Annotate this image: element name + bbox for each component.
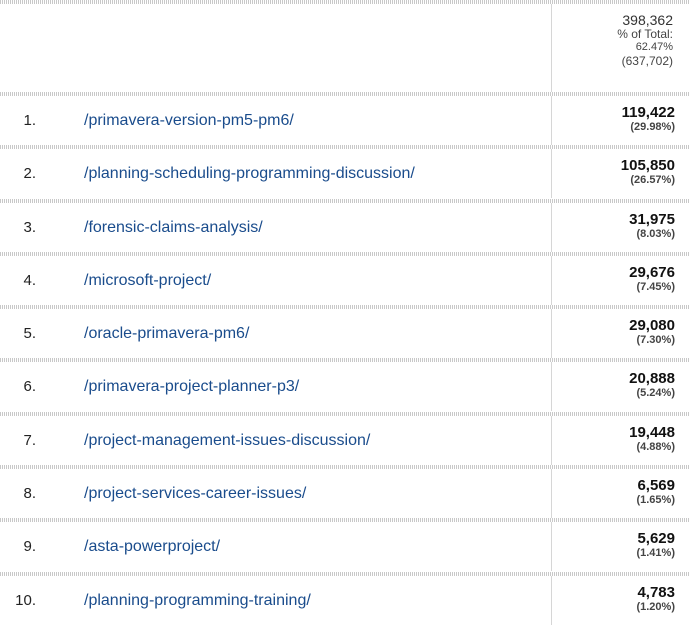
row-divider <box>0 305 689 310</box>
summary-total: 398,362 <box>622 12 673 28</box>
row-index: 7. <box>23 431 36 449</box>
row-percent: (7.45%) <box>636 280 675 293</box>
row-index: 3. <box>23 218 36 236</box>
row-value-cell: 29,080 (7.30%) <box>551 309 689 359</box>
table-row: 4. /microsoft-project/29,676 (7.45%) <box>0 255 689 305</box>
row-divider <box>0 198 689 203</box>
row-index: 6. <box>23 378 36 396</box>
table-row: 6. /primavera-project-planner-p3/20,888 (5… <box>0 362 689 412</box>
row-value: 19,448 <box>629 423 675 441</box>
row-value-cell: 20,888 (5.24%) <box>551 362 689 412</box>
summary-value-cell: 398,362 % of Total: 62.47% (637,702) <box>551 4 689 92</box>
summary-row: 398,362 % of Total: 62.47% (637,702) <box>0 4 689 92</box>
page-link[interactable]: /planning-programming-training/ <box>84 591 311 609</box>
row-percent: (1.41%) <box>636 547 675 560</box>
row-value-cell: 31,975 (8.03%) <box>551 202 689 252</box>
row-percent: (5.24%) <box>636 387 675 400</box>
table-row: 10. /planning-programming-training/4,783(… <box>0 575 689 625</box>
row-value: 6,569 <box>637 477 675 495</box>
row-value: 5,629 <box>637 530 675 548</box>
row-percent: (1.65%) <box>636 494 675 507</box>
row-index: 8. <box>23 485 36 503</box>
row-value: 105,850 <box>620 157 675 175</box>
summary-pct-label: % of Total: <box>617 27 673 41</box>
table-row: 2. /planning-scheduling-programming-discu… <box>0 149 689 199</box>
table-row: 1. /primavera-version-pm5-pm6/119,422 (29.… <box>0 96 689 145</box>
row-percent: (26.57%) <box>630 174 675 187</box>
page-link[interactable]: /project-management-issues-discussion/ <box>84 431 371 449</box>
top-divider <box>0 0 689 4</box>
summary-grand-total: (637,702) <box>621 54 673 68</box>
page-link[interactable]: /asta-powerproject/ <box>84 538 221 556</box>
row-divider <box>0 571 689 576</box>
row-index: 10. <box>15 591 36 609</box>
row-value-cell: 6,569 (1.65%) <box>551 469 689 519</box>
table-row: 3. /forensic-claims-analysis/31,975 (8.03%… <box>0 202 689 252</box>
row-index: 5. <box>23 325 36 343</box>
row-index: 4. <box>23 271 36 289</box>
row-value-cell: 105,850 (26.57%) <box>551 149 689 199</box>
page-link[interactable]: /microsoft-project/ <box>84 271 212 289</box>
row-divider <box>0 518 689 523</box>
table-row: 5. /oracle-primavera-pm6/29,080 (7.30%) <box>0 309 689 359</box>
row-divider <box>0 411 689 416</box>
page-link[interactable]: /planning-scheduling-programming-discuss… <box>84 165 415 183</box>
row-value: 29,676 <box>629 263 675 281</box>
row-value-cell: 119,422 (29.98%) <box>551 96 689 145</box>
row-value: 4,783 <box>637 583 675 601</box>
page-link[interactable]: /primavera-project-planner-p3/ <box>84 378 300 396</box>
page-link[interactable]: /project-services-career-issues/ <box>84 485 307 503</box>
row-percent: (1.20%) <box>636 600 675 613</box>
row-percent: (29.98%) <box>630 121 675 133</box>
page-link[interactable]: /forensic-claims-analysis/ <box>84 218 263 236</box>
row-divider <box>0 358 689 363</box>
row-value-cell: 4,783 (1.20%) <box>551 575 689 625</box>
row-index: 2. <box>23 165 36 183</box>
row-index: 1. <box>23 112 36 129</box>
page-link[interactable]: /primavera-version-pm5-pm6/ <box>84 112 294 129</box>
table-row: 7. /project-management-issues-discussion/… <box>0 415 689 465</box>
row-percent: (8.03%) <box>636 227 675 240</box>
row-divider <box>0 465 689 470</box>
table-row: 9. /asta-powerproject/5,629 (1.41%) <box>0 522 689 572</box>
table-body: 1. /primavera-version-pm5-pm6/119,422 (29.… <box>0 92 689 625</box>
summary-pct-value: 62.47% <box>635 41 673 53</box>
row-value: 20,888 <box>629 370 675 388</box>
table-row: 8. /project-services-career-issues/6,569(… <box>0 469 689 519</box>
row-value-cell: 5,629 (1.41%) <box>551 522 689 572</box>
row-divider <box>0 145 689 150</box>
row-percent: (4.88%) <box>636 440 675 453</box>
row-divider <box>0 92 689 96</box>
row-value: 31,975 <box>629 210 675 228</box>
row-value-cell: 19,448 (4.88%) <box>551 415 689 465</box>
row-value: 29,080 <box>629 317 675 335</box>
row-index: 9. <box>23 538 36 556</box>
row-percent: (7.30%) <box>636 334 675 347</box>
row-divider <box>0 251 689 256</box>
page-link[interactable]: /oracle-primavera-pm6/ <box>84 325 250 343</box>
row-value-cell: 29,676 (7.45%) <box>551 255 689 305</box>
row-value: 119,422 <box>621 104 675 121</box>
